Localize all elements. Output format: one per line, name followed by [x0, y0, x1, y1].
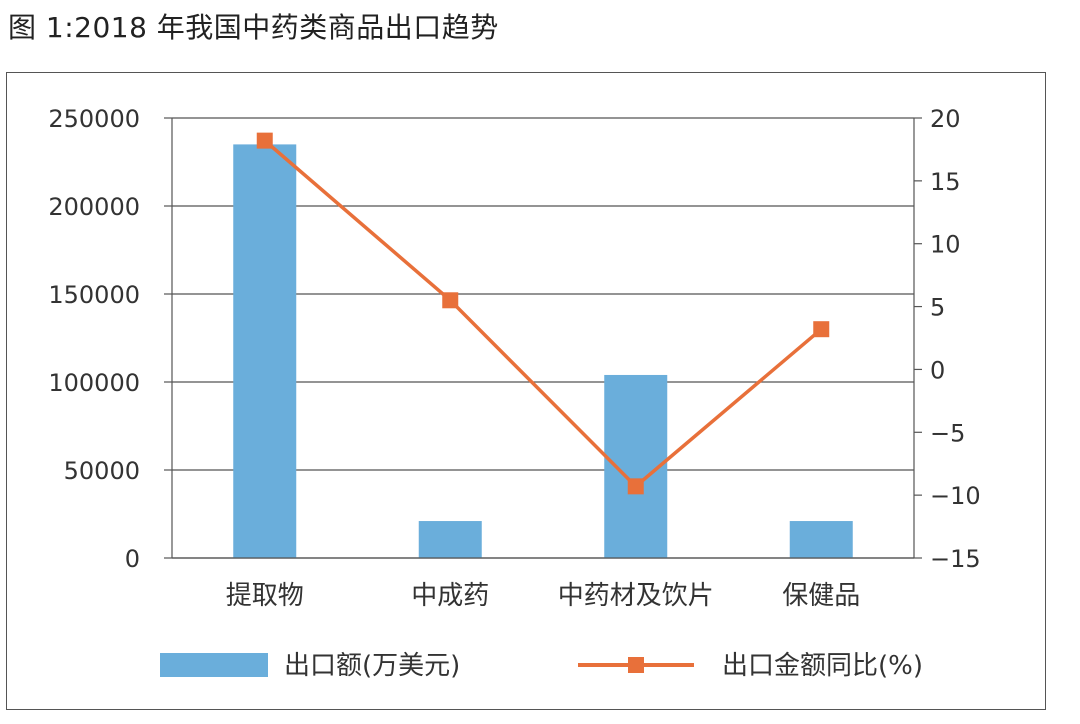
right-tick-label: 0: [930, 356, 945, 384]
axes: [171, 118, 915, 559]
left-tick-label: 0: [125, 545, 140, 573]
legend-line-label: 出口金额同比(%): [722, 651, 923, 681]
bar-series: [233, 144, 853, 558]
line-marker: [813, 321, 830, 338]
right-tick-label: 5: [930, 294, 945, 322]
left-tick-label: 250000: [48, 105, 140, 133]
right-tick-label: −10: [930, 482, 981, 510]
legend-line-marker: [628, 657, 644, 673]
line-marker: [256, 132, 273, 149]
category-labels: 提取物 中成药 中药材及饮片 保健品: [226, 581, 861, 611]
bar: [789, 521, 853, 558]
legend: 出口额(万美元) 出口金额同比(%): [160, 651, 923, 681]
line-marker: [627, 478, 644, 495]
right-tick-label: 20: [930, 105, 961, 133]
left-tick-label: 200000: [48, 193, 140, 221]
category-label: 保健品: [782, 581, 860, 611]
figure-title: 图 1:2018 年我国中药类商品出口趋势: [8, 11, 499, 44]
left-tick-label: 50000: [64, 457, 140, 485]
category-label: 中药材及饮片: [558, 581, 714, 611]
bar: [233, 144, 297, 558]
line-series: [256, 132, 830, 495]
left-tick-label: 150000: [48, 281, 140, 309]
line-marker: [442, 292, 459, 309]
legend-bar-swatch: [160, 653, 268, 677]
category-label: 中成药: [411, 581, 489, 611]
bar: [418, 521, 482, 558]
right-axis-ticks: −15 −10 −5 0 5 10 15 20: [914, 105, 981, 573]
right-tick-label: 15: [930, 168, 961, 196]
right-tick-label: −5: [930, 419, 965, 447]
right-tick-label: 10: [930, 231, 961, 259]
chart-frame: [6, 72, 1046, 710]
legend-bar-label: 出口额(万美元): [284, 651, 460, 681]
left-tick-label: 100000: [48, 369, 140, 397]
right-tick-label: −15: [930, 545, 981, 573]
category-label: 提取物: [226, 581, 304, 611]
left-axis-ticks: 0 50000 100000 150000 200000 250000: [48, 105, 172, 573]
line-path: [263, 139, 823, 489]
